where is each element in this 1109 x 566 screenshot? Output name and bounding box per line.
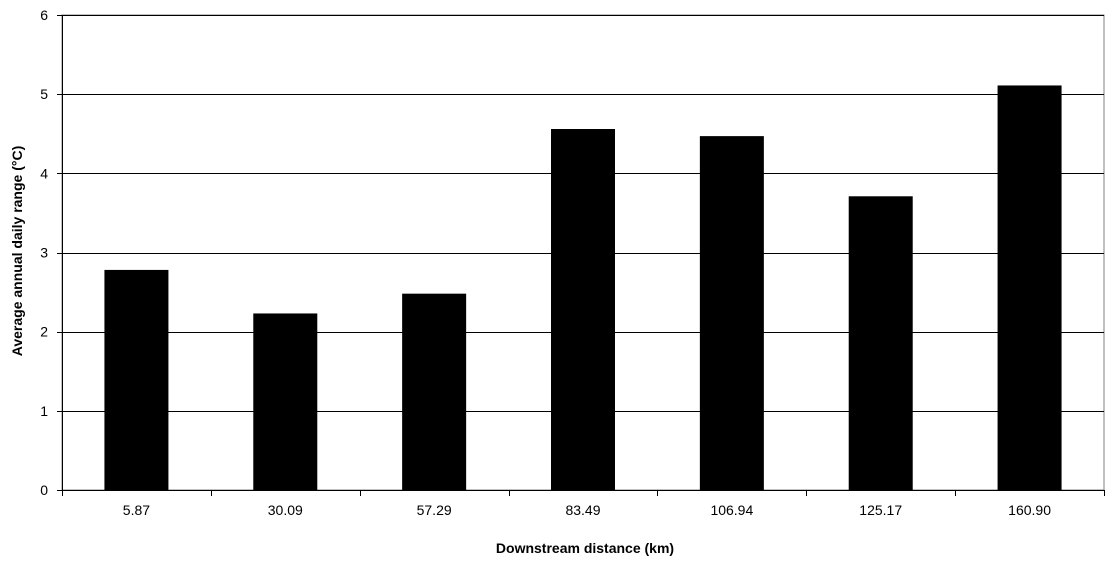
bar xyxy=(699,136,764,490)
x-tick-label: 57.29 xyxy=(417,502,452,518)
x-tick-label: 30.09 xyxy=(268,502,303,518)
y-tick-labels: 0 1 2 3 4 5 6 xyxy=(40,7,48,498)
y-tick-label: 2 xyxy=(40,324,48,340)
x-tick-label: 5.87 xyxy=(123,502,150,518)
y-tick-label: 6 xyxy=(40,7,48,23)
x-axis-title: Downstream distance (km) xyxy=(496,540,674,556)
bar xyxy=(551,129,615,490)
axes xyxy=(57,15,1105,496)
y-tick-label: 4 xyxy=(40,165,48,181)
x-tick-label: 160.90 xyxy=(1008,502,1051,518)
bar xyxy=(848,196,913,490)
x-tick-labels: 5.87 30.09 57.29 83.49 106.94 125.17 160.90 xyxy=(123,502,1051,518)
bar xyxy=(104,269,169,490)
bars xyxy=(104,85,1062,490)
y-tick-label: 3 xyxy=(40,245,48,261)
bar xyxy=(253,313,318,490)
x-tick-label: 83.49 xyxy=(565,502,600,518)
x-tick-label: 125.17 xyxy=(859,502,902,518)
x-tick-label: 106.94 xyxy=(710,502,753,518)
y-axis-title: Average annual daily range (°C) xyxy=(9,146,25,356)
y-tick-label: 1 xyxy=(40,403,48,419)
bar xyxy=(402,293,467,490)
y-tick-label: 5 xyxy=(40,86,48,102)
bar xyxy=(997,85,1062,490)
y-tick-label: 0 xyxy=(40,482,48,498)
